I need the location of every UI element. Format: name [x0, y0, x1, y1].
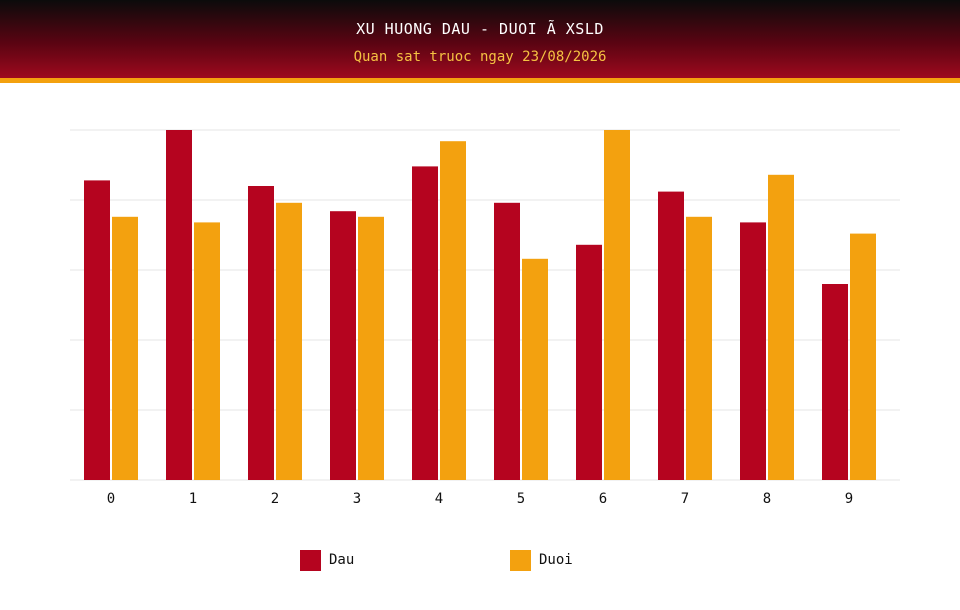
chart-title: XU HUONG DAU - DUOI Ã XSLD — [356, 20, 604, 38]
bar-dau-9[interactable] — [822, 284, 848, 480]
x-tick-label: 9 — [845, 491, 853, 507]
x-tick-label: 2 — [271, 491, 279, 507]
bar-duoi-4[interactable] — [440, 141, 466, 480]
chart-legend: Dau Duoi — [0, 550, 960, 572]
bar-dau-7[interactable] — [658, 191, 684, 480]
x-axis-tick-labels: 0 1 2 3 4 5 6 7 8 9 — [107, 491, 853, 507]
x-tick-label: 5 — [517, 491, 525, 507]
x-tick-label: 0 — [107, 491, 115, 507]
bar-dau-6[interactable] — [576, 244, 602, 480]
bar-dau-4[interactable] — [412, 166, 438, 480]
x-tick-label: 6 — [599, 491, 607, 507]
bar-duoi-5[interactable] — [522, 258, 548, 480]
legend-label-duoi: Duoi — [539, 552, 573, 568]
bar-duoi-0[interactable] — [112, 216, 138, 481]
bar-chart: 0 1 2 3 4 5 6 7 8 9 — [70, 129, 900, 507]
bar-duoi-3[interactable] — [358, 216, 384, 481]
legend-swatch-dau — [300, 550, 321, 571]
x-tick-label: 4 — [435, 491, 443, 507]
bar-duoi-7[interactable] — [686, 216, 712, 481]
bar-groups — [84, 130, 876, 481]
bar-dau-1[interactable] — [166, 130, 192, 480]
bar-dau-2[interactable] — [248, 186, 274, 480]
legend-swatch-duoi — [510, 550, 531, 571]
chart-subtitle: Quan sat truoc ngay 23/08/2026 — [353, 49, 607, 65]
bar-dau-3[interactable] — [330, 211, 356, 480]
bar-dau-5[interactable] — [494, 202, 520, 481]
header-accent-stripe — [0, 78, 960, 83]
x-tick-label: 7 — [681, 491, 689, 507]
bar-dau-8[interactable] — [740, 222, 766, 480]
legend-label-dau: Dau — [329, 552, 355, 568]
bar-duoi-6[interactable] — [604, 130, 630, 480]
x-tick-label: 8 — [763, 491, 771, 507]
bar-dau-0[interactable] — [84, 180, 110, 480]
x-tick-label: 3 — [353, 491, 361, 507]
bar-duoi-9[interactable] — [850, 233, 876, 480]
bar-duoi-2[interactable] — [276, 202, 302, 481]
bar-duoi-8[interactable] — [768, 174, 794, 481]
chart-header: XU HUONG DAU - DUOI Ã XSLD Quan sat truo… — [0, 0, 960, 78]
bar-duoi-1[interactable] — [194, 222, 220, 480]
x-tick-label: 1 — [189, 491, 197, 507]
